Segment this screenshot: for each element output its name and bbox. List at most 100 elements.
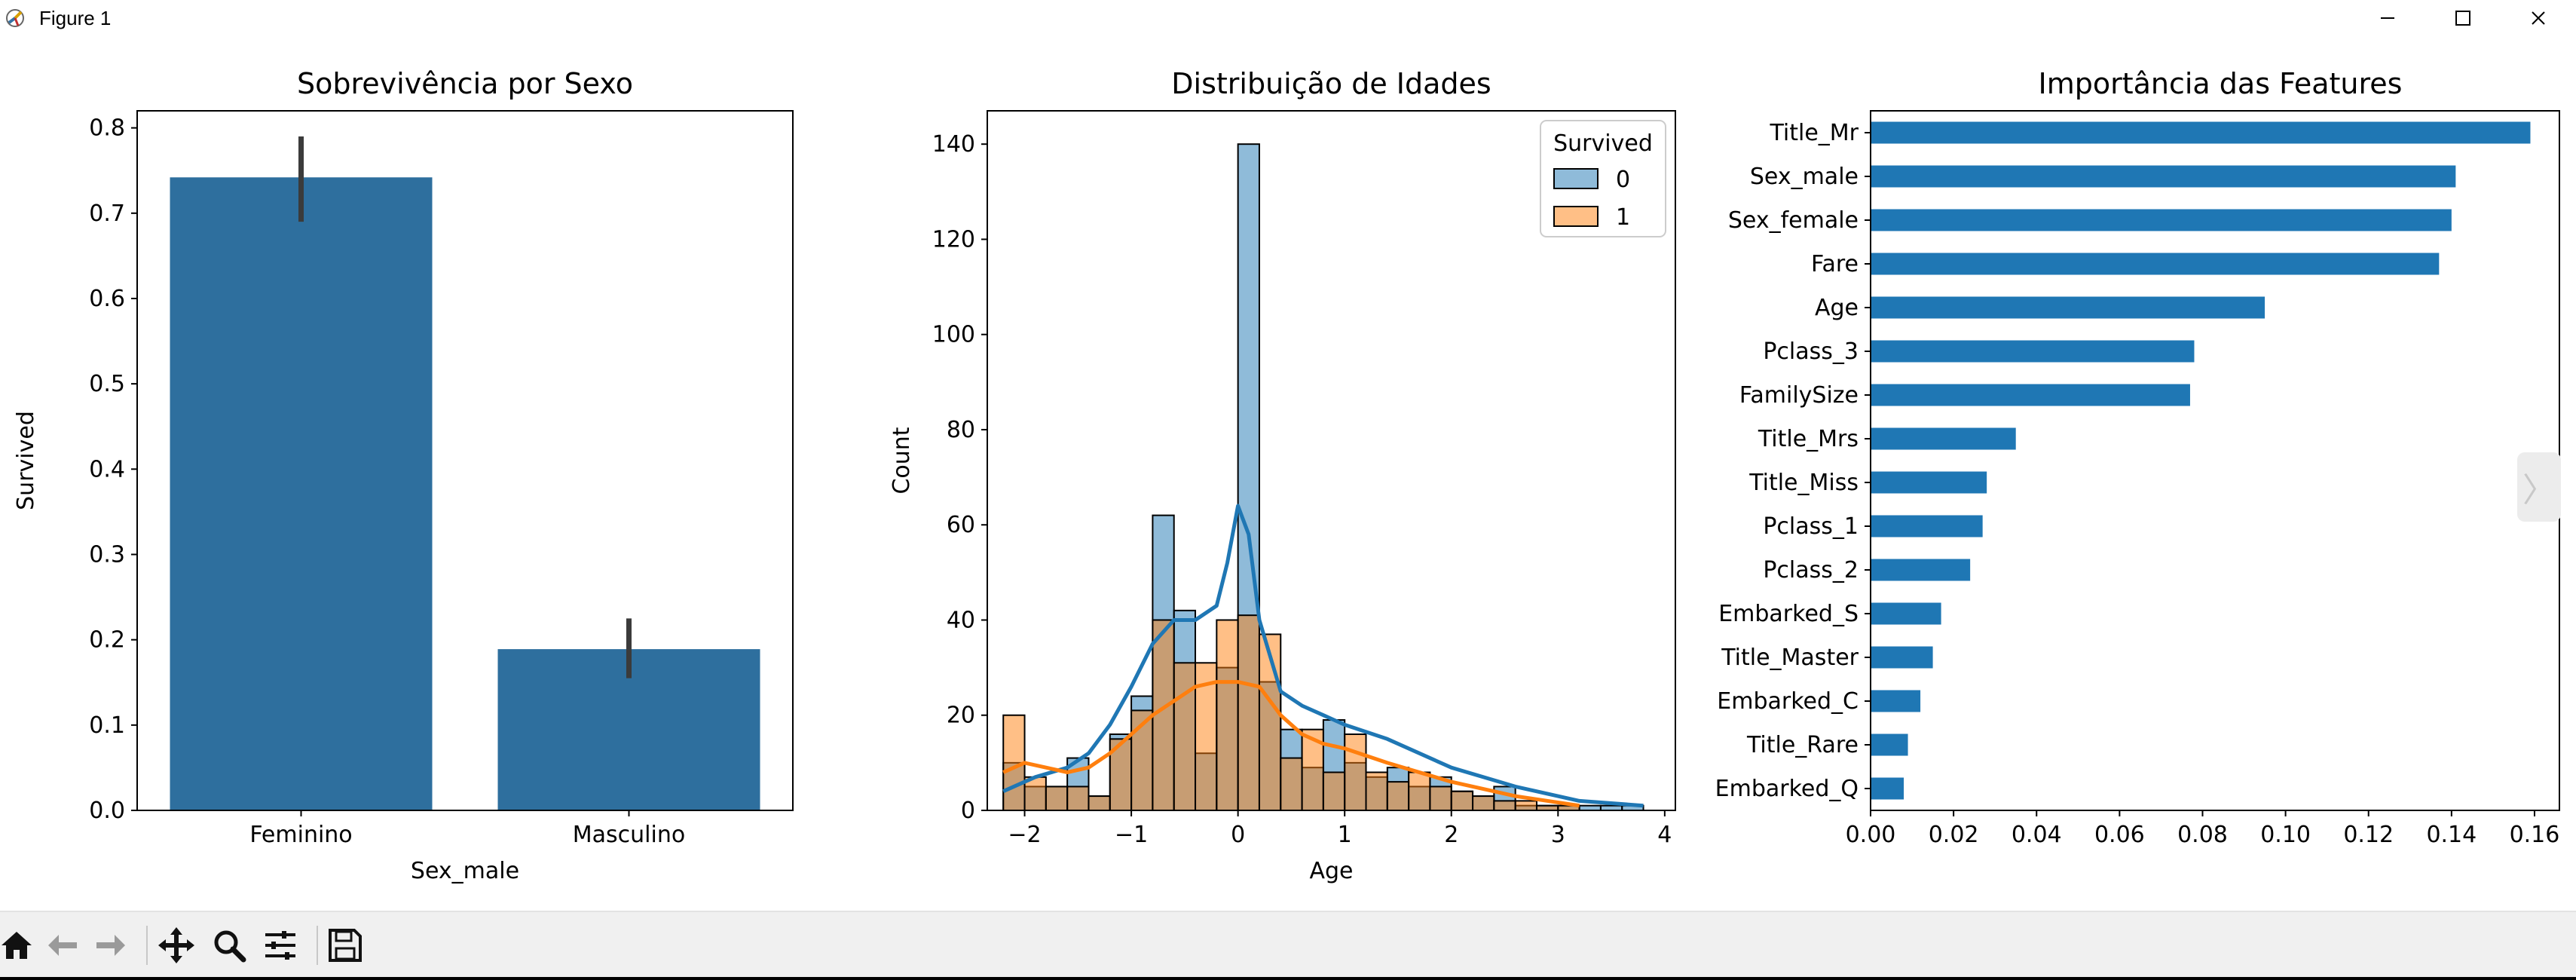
y-tick-label: Title_Rare bbox=[1746, 732, 1859, 758]
y-tick-label: Pclass_1 bbox=[1763, 513, 1859, 540]
y-tick-label: 0.7 bbox=[89, 201, 125, 227]
minimize-button[interactable] bbox=[2350, 0, 2425, 36]
window-title: Figure 1 bbox=[39, 6, 112, 29]
legend: Survived 0 1 bbox=[1540, 120, 1666, 237]
y-tick-label: 0.2 bbox=[89, 627, 125, 654]
legend-label-0: 0 bbox=[1616, 167, 1630, 193]
y-tick-label: 0.5 bbox=[89, 371, 125, 397]
hist-bar-survived-1 bbox=[1066, 786, 1090, 811]
forward-arrow-icon bbox=[96, 935, 125, 956]
y-tick-label: 0.6 bbox=[89, 286, 125, 312]
close-button[interactable] bbox=[2501, 0, 2576, 36]
y-tick-label: Pclass_2 bbox=[1763, 557, 1859, 583]
hist-bar-survived-1 bbox=[1472, 795, 1495, 811]
x-tick-label: 4 bbox=[1657, 822, 1672, 848]
figure-canvas[interactable]: Feminino Masculino 0.0 0.1 0.2 0.3 0.4 0.5 0.6 0.… bbox=[0, 36, 2576, 911]
y-tick-label: 20 bbox=[947, 703, 975, 729]
y-tick-label: Fare bbox=[1811, 251, 1859, 277]
feature-bar-familysize bbox=[1871, 384, 2190, 406]
feature-bar-embarked_c bbox=[1871, 690, 1921, 712]
x-tick-label: 0.12 bbox=[2343, 822, 2394, 848]
y-tick-label: 60 bbox=[947, 512, 975, 538]
maximize-button[interactable] bbox=[2425, 0, 2501, 36]
hist-bar-survived-1 bbox=[1258, 633, 1282, 811]
age-axes-frame bbox=[987, 110, 1676, 811]
y-tick-label: Title_Mr bbox=[1769, 120, 1859, 146]
feature-bar-pclass_1 bbox=[1871, 515, 1983, 537]
hist-bar-survived-1 bbox=[1450, 790, 1474, 811]
feature-bar-title_master bbox=[1871, 646, 1933, 669]
x-tick-label: −2 bbox=[1008, 822, 1041, 848]
hist-bar-survived-1 bbox=[1301, 728, 1324, 812]
y-axis-label: Survived bbox=[13, 411, 39, 510]
save-icon bbox=[329, 929, 362, 962]
feature-bar-sex_male bbox=[1871, 165, 2456, 188]
back-button[interactable] bbox=[42, 924, 84, 966]
feature-bar-fare bbox=[1871, 253, 2440, 275]
save-button[interactable] bbox=[324, 924, 366, 966]
home-button[interactable] bbox=[0, 924, 38, 966]
x-tick-label: 0.10 bbox=[2260, 822, 2311, 848]
forward-button[interactable] bbox=[89, 924, 131, 966]
window-titlebar: Figure 1 bbox=[0, 0, 2576, 36]
chart-title-age: Distribuição de Idades bbox=[1171, 67, 1491, 100]
hist-bar-survived-1 bbox=[1237, 614, 1260, 811]
kde-line-survived-1 bbox=[1002, 680, 1580, 808]
x-tick-label: 0.04 bbox=[2012, 822, 2062, 848]
hist-bar-survived-1 bbox=[1173, 662, 1197, 811]
x-tick-label: 0.16 bbox=[2510, 822, 2560, 848]
hist-bar-survived-1 bbox=[1408, 771, 1431, 811]
y-tick-label: Sex_female bbox=[1728, 207, 1859, 234]
toolbar-separator bbox=[317, 926, 318, 965]
y-tick-label: 40 bbox=[947, 607, 975, 633]
feature-bar-title_miss bbox=[1871, 471, 1987, 494]
matplotlib-figure-icon bbox=[6, 9, 24, 27]
maximize-icon bbox=[2455, 11, 2470, 26]
y-tick-label: Embarked_C bbox=[1717, 688, 1859, 715]
side-panel-tab[interactable]: 〉 bbox=[2517, 452, 2561, 522]
y-tick-label: 80 bbox=[947, 417, 975, 443]
hist-bar-survived-1 bbox=[1365, 771, 1388, 811]
survival-axes-frame bbox=[136, 110, 794, 811]
hist-bar-survived-1 bbox=[1386, 781, 1410, 811]
y-tick-label: Sex_male bbox=[1750, 164, 1859, 190]
y-tick-label: Title_Master bbox=[1721, 645, 1859, 671]
y-tick-label: 0.4 bbox=[89, 456, 125, 482]
minimize-icon bbox=[2381, 17, 2394, 19]
back-arrow-icon bbox=[48, 935, 77, 956]
y-tick-label: Embarked_Q bbox=[1715, 776, 1859, 802]
x-tick-label: 0 bbox=[1231, 822, 1245, 848]
y-axis-label: Count bbox=[889, 427, 915, 494]
chevron-right-icon: 〉 bbox=[2522, 471, 2556, 510]
x-tick-label: −1 bbox=[1115, 822, 1148, 848]
x-tick-label: 0.08 bbox=[2177, 822, 2228, 848]
figure-svg: Feminino Masculino 0.0 0.1 0.2 0.3 0.4 0.5 0.6 0.… bbox=[13, 67, 2560, 884]
hist-bar-survived-1 bbox=[1088, 795, 1111, 811]
y-tick-label: 0.0 bbox=[89, 798, 125, 824]
hist-bar-survived-1 bbox=[1216, 619, 1239, 811]
window-bottom-border bbox=[0, 977, 2576, 980]
x-tick-label: Masculino bbox=[573, 822, 685, 848]
toolbar-separator bbox=[146, 926, 148, 965]
y-tick-label: Age bbox=[1815, 295, 1859, 321]
y-tick-label: 120 bbox=[932, 226, 975, 253]
zoom-button[interactable] bbox=[208, 924, 250, 966]
hist-bar-survived-1 bbox=[1514, 800, 1537, 811]
x-tick-label: 0.06 bbox=[2094, 822, 2145, 848]
hist-bar-survived-1 bbox=[1493, 800, 1516, 811]
feature-bar-age bbox=[1871, 296, 2265, 319]
configure-subplots-button[interactable] bbox=[259, 924, 301, 966]
window-controls bbox=[2350, 0, 2576, 36]
x-tick-label: 2 bbox=[1444, 822, 1458, 848]
hist-bar-survived-1 bbox=[1344, 733, 1367, 812]
x-tick-label: 0.14 bbox=[2426, 822, 2477, 848]
y-tick-label: 140 bbox=[932, 131, 975, 158]
hist-bar-survived-1 bbox=[1280, 757, 1303, 811]
chart-title-features: Importância das Features bbox=[2039, 67, 2403, 100]
feature-bar-pclass_3 bbox=[1871, 340, 2195, 363]
pan-button[interactable] bbox=[155, 924, 197, 966]
chart-title-survival: Sobrevivência por Sexo bbox=[297, 67, 633, 100]
legend-swatch-0 bbox=[1553, 168, 1599, 189]
legend-label-1: 1 bbox=[1616, 204, 1630, 231]
feature-bar-embarked_s bbox=[1871, 602, 1941, 625]
